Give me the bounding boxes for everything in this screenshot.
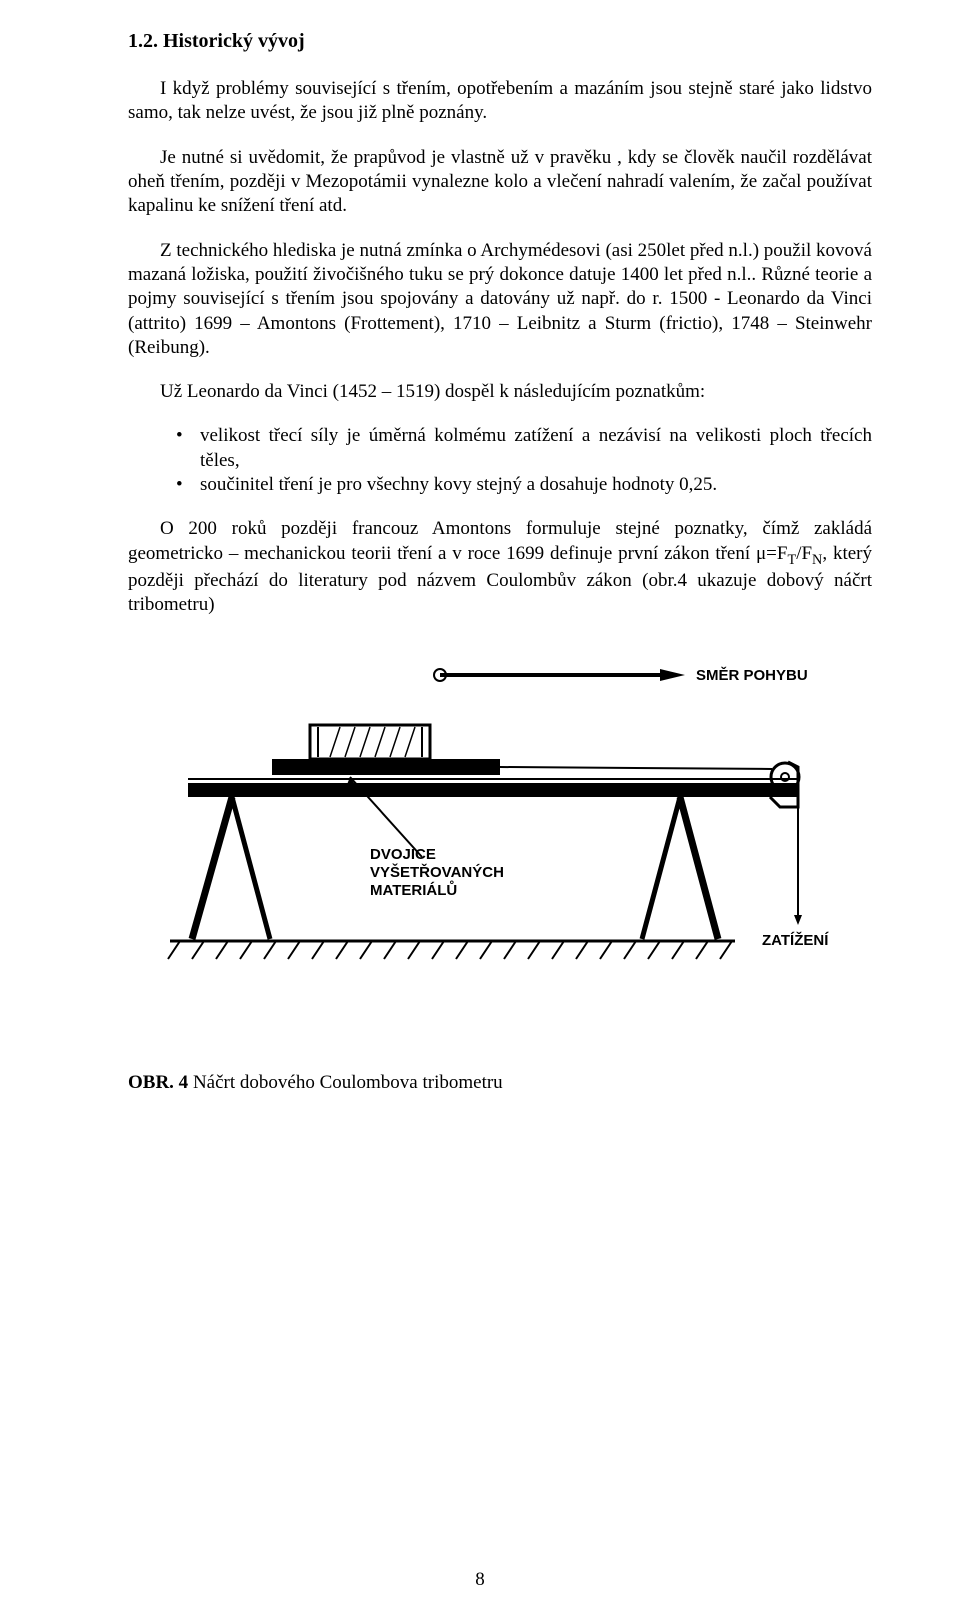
- p2-text: Je nutné si uvědomit, že prapůvod je vla…: [128, 147, 872, 217]
- label-load: ZATÍŽENÍ: [762, 931, 829, 949]
- ground-hatch: [168, 941, 732, 959]
- tribometer-svg: SMĚR POHYBU DVOJICE: [140, 647, 860, 1007]
- hatch: [345, 727, 355, 757]
- hatch: [390, 727, 400, 757]
- label-materials-3: MATERIÁLŮ: [370, 880, 457, 899]
- page-number: 8: [0, 1569, 960, 1591]
- bullet-item: velikost třecí síly je úměrná kolmému za…: [176, 424, 872, 473]
- section-heading: 1.2. Historický vývoj: [128, 30, 872, 53]
- figure-tribometer: SMĚR POHYBU DVOJICE: [128, 647, 872, 1012]
- paragraph-1: I když problémy související s třením, op…: [128, 77, 872, 126]
- label-direction: SMĚR POHYBU: [696, 666, 808, 684]
- caption-label: OBR. 4: [128, 1072, 188, 1093]
- hatch: [360, 727, 370, 757]
- p5-sub2: N: [812, 551, 822, 567]
- weight-block: [310, 725, 430, 759]
- cord-horizontal: [500, 767, 772, 769]
- caption-text: Náčrt dobového Coulombova tribometru: [188, 1072, 503, 1093]
- slider-plate: [272, 759, 500, 775]
- hatch: [405, 727, 415, 757]
- leg-left-a: [192, 797, 232, 939]
- table-top: [188, 783, 798, 797]
- p5-mid: /F: [796, 543, 812, 564]
- bullet-list: velikost třecí síly je úměrná kolmému za…: [176, 424, 872, 497]
- paragraph-5: O 200 roků později francouz Amontons for…: [128, 517, 872, 617]
- hatch: [375, 727, 385, 757]
- leg-right-b: [680, 797, 718, 939]
- figure-caption: OBR. 4 Náčrt dobového Coulombova tribome…: [128, 1072, 872, 1094]
- p5-sub1: T: [787, 551, 796, 567]
- leg-left-b: [232, 797, 270, 939]
- paragraph-3: Z technického hlediska je nutná zmínka o…: [128, 239, 872, 361]
- hatch: [330, 727, 340, 757]
- label-materials-2: VYŠETŘOVANÝCH: [370, 863, 504, 881]
- label-materials-1: DVOJICE: [370, 846, 436, 863]
- direction-arrowhead: [660, 669, 685, 681]
- p5-pre: O 200 roků později francouz Amontons for…: [128, 518, 872, 563]
- bullet-item: součinitel tření je pro všechny kovy ste…: [176, 473, 872, 497]
- leg-right-a: [642, 797, 680, 939]
- paragraph-2: Je nutné si uvědomit, že prapůvod je vla…: [128, 146, 872, 219]
- load-arrowhead: [794, 915, 802, 925]
- paragraph-4: Už Leonardo da Vinci (1452 – 1519) dospě…: [128, 380, 872, 404]
